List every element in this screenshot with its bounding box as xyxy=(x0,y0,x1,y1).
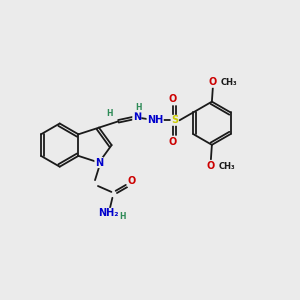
Text: NH: NH xyxy=(147,115,163,125)
Text: O: O xyxy=(209,77,217,87)
Text: H: H xyxy=(119,212,125,221)
Text: CH₃: CH₃ xyxy=(218,162,235,171)
Text: CH₃: CH₃ xyxy=(220,78,237,87)
Text: O: O xyxy=(207,161,215,171)
Text: O: O xyxy=(169,94,177,104)
Text: H: H xyxy=(136,103,142,112)
Text: S: S xyxy=(171,115,178,125)
Text: N: N xyxy=(95,158,103,168)
Text: N: N xyxy=(133,112,141,122)
Text: O: O xyxy=(169,136,177,147)
Text: NH₂: NH₂ xyxy=(98,208,119,218)
Text: H: H xyxy=(106,109,113,118)
Text: O: O xyxy=(127,176,136,186)
